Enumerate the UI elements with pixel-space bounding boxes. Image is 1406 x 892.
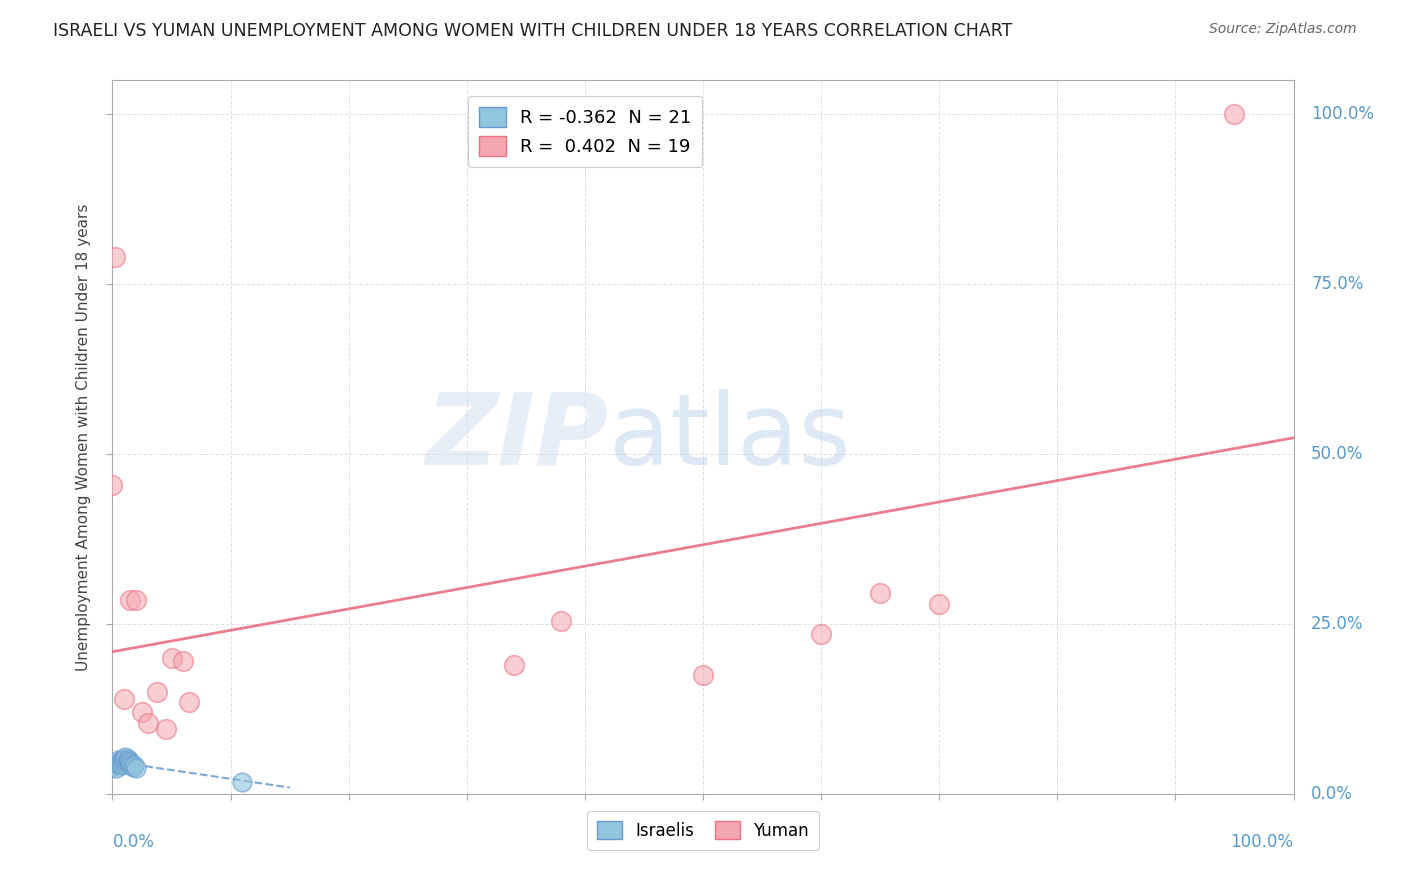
Point — [121, 760, 143, 774]
Point — [111, 758, 134, 772]
Text: 75.0%: 75.0% — [1312, 275, 1364, 293]
Point — [928, 597, 950, 611]
Point — [120, 758, 142, 772]
Point — [101, 477, 124, 491]
Point — [112, 753, 135, 767]
Point — [160, 651, 183, 665]
Point — [115, 754, 138, 768]
Point — [117, 751, 139, 765]
Text: ISRAELI VS YUMAN UNEMPLOYMENT AMONG WOMEN WITH CHILDREN UNDER 18 YEARS CORRELATI: ISRAELI VS YUMAN UNEMPLOYMENT AMONG WOME… — [53, 22, 1012, 40]
Point — [146, 685, 169, 699]
Point — [136, 715, 159, 730]
Y-axis label: Unemployment Among Women with Children Under 18 years: Unemployment Among Women with Children U… — [76, 203, 91, 671]
Point — [120, 756, 142, 771]
Point — [125, 593, 148, 607]
Text: ZIP: ZIP — [426, 389, 609, 485]
Text: 25.0%: 25.0% — [1312, 615, 1364, 633]
Point — [692, 668, 714, 682]
Point — [122, 757, 145, 772]
Point — [550, 614, 572, 628]
Text: 50.0%: 50.0% — [1312, 445, 1364, 463]
Text: 0.0%: 0.0% — [1312, 785, 1353, 803]
Point — [105, 761, 128, 775]
Point — [155, 723, 177, 737]
Point — [1223, 107, 1246, 121]
Point — [112, 751, 135, 765]
Point — [101, 760, 124, 774]
Point — [120, 593, 142, 607]
Point — [118, 754, 141, 768]
Point — [108, 756, 131, 771]
Point — [114, 749, 136, 764]
Text: 100.0%: 100.0% — [1230, 833, 1294, 851]
Text: Source: ZipAtlas.com: Source: ZipAtlas.com — [1209, 22, 1357, 37]
Point — [503, 657, 526, 672]
Point — [112, 756, 135, 770]
Point — [869, 586, 891, 600]
Text: 0.0%: 0.0% — [112, 833, 155, 851]
Point — [179, 695, 201, 709]
Point — [110, 754, 132, 768]
Text: 100.0%: 100.0% — [1312, 105, 1374, 123]
Point — [231, 774, 253, 789]
Text: atlas: atlas — [609, 389, 851, 485]
Point — [112, 691, 135, 706]
Legend: Israelis, Yuman: Israelis, Yuman — [588, 811, 818, 850]
Point — [105, 756, 128, 771]
Point — [810, 627, 832, 641]
Point — [125, 761, 148, 775]
Point — [172, 654, 194, 668]
Point — [104, 758, 127, 772]
Point — [104, 250, 127, 264]
Point — [107, 753, 129, 767]
Point — [131, 706, 153, 720]
